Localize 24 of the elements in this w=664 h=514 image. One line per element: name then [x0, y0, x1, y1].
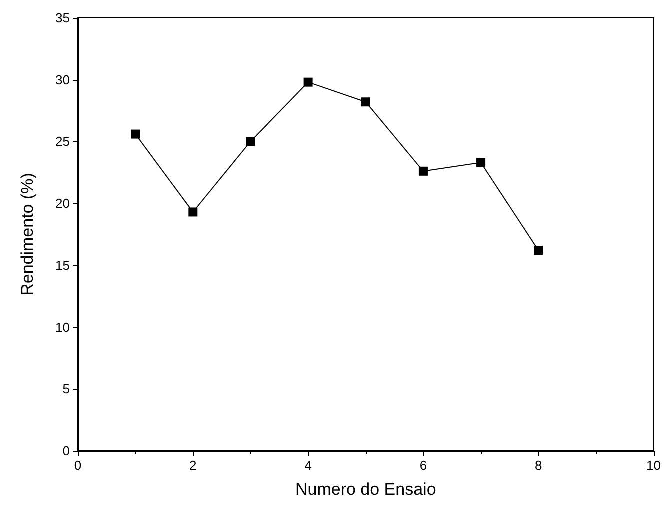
y-tick-label: 30 — [56, 72, 70, 88]
y-tick-label: 10 — [56, 320, 70, 335]
point — [131, 130, 140, 139]
y-axis-title: Rendimento (%) — [18, 173, 37, 296]
y-tick-label: 25 — [56, 134, 70, 150]
point — [418, 166, 428, 176]
x-tick-label: 4 — [304, 458, 312, 473]
point — [246, 137, 256, 146]
point — [534, 246, 544, 256]
x-axis-title: Numero do Ensaio — [295, 480, 436, 499]
y-tick-label: 5 — [62, 382, 70, 397]
x-tick-label: 2 — [190, 458, 197, 473]
y-tick-label: 20 — [56, 196, 70, 212]
y-tick-label: 15 — [56, 258, 70, 273]
y-tick-label: 0 — [62, 444, 70, 458]
x-tick-label: 8 — [535, 458, 542, 473]
x-tick-label: 6 — [420, 458, 428, 473]
point — [304, 78, 313, 87]
x-tick-label: 10 — [646, 458, 662, 473]
point — [476, 158, 486, 168]
point — [188, 208, 198, 217]
y-tick-label: 35 — [56, 10, 70, 26]
x-tick-label: 0 — [74, 458, 82, 473]
point — [361, 98, 370, 107]
